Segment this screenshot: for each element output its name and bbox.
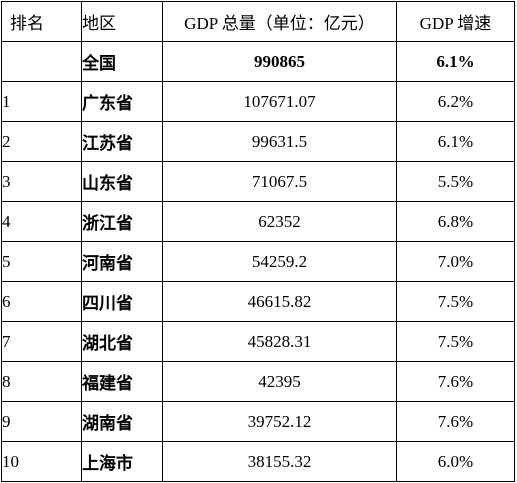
- gdp-cell: 107671.07: [162, 81, 397, 122]
- table-row: 10 上海市 38155.32 6.0%: [1, 441, 515, 482]
- region-cell: 四川省: [81, 281, 163, 322]
- rank-cell: 2: [1, 121, 82, 162]
- growth-cell: 7.6%: [396, 401, 515, 442]
- region-cell: 江苏省: [81, 121, 163, 162]
- growth-cell: 6.1%: [396, 121, 515, 162]
- rank-cell: 3: [1, 161, 82, 202]
- region-cell: 浙江省: [81, 201, 163, 242]
- total-growth-cell: 6.1%: [396, 41, 515, 82]
- total-region-cell: 全国: [81, 41, 163, 82]
- region-cell: 广东省: [81, 81, 163, 122]
- table-row: 9 湖南省 39752.12 7.6%: [1, 401, 515, 442]
- growth-cell: 7.5%: [396, 281, 515, 322]
- growth-cell: 6.0%: [396, 441, 515, 482]
- rank-cell: 10: [1, 441, 82, 482]
- total-gdp-cell: 990865: [162, 41, 397, 82]
- growth-cell: 6.8%: [396, 201, 515, 242]
- gdp-cell: 42395: [162, 361, 397, 402]
- rank-cell: 9: [1, 401, 82, 442]
- rank-cell: 7: [1, 321, 82, 362]
- gdp-cell: 45828.31: [162, 321, 397, 362]
- table-header-row: 排名 地区 GDP 总量（单位：亿元） GDP 增速: [1, 1, 515, 42]
- header-gdp-total: GDP 总量（单位：亿元）: [162, 1, 397, 42]
- growth-cell: 6.2%: [396, 81, 515, 122]
- gdp-cell: 38155.32: [162, 441, 397, 482]
- header-region: 地区: [81, 1, 163, 42]
- region-cell: 湖北省: [81, 321, 163, 362]
- table-row: 7 湖北省 45828.31 7.5%: [1, 321, 515, 362]
- gdp-cell: 62352: [162, 201, 397, 242]
- header-rank: 排名: [1, 1, 82, 42]
- gdp-cell: 99631.5: [162, 121, 397, 162]
- rank-cell: 5: [1, 241, 82, 282]
- table-row: 2 江苏省 99631.5 6.1%: [1, 121, 515, 162]
- growth-cell: 7.6%: [396, 361, 515, 402]
- gdp-cell: 39752.12: [162, 401, 397, 442]
- national-total-row: 全国 990865 6.1%: [1, 41, 515, 82]
- rank-cell: 1: [1, 81, 82, 122]
- growth-cell: 7.0%: [396, 241, 515, 282]
- table-row: 5 河南省 54259.2 7.0%: [1, 241, 515, 282]
- region-cell: 上海市: [81, 441, 163, 482]
- gdp-cell: 46615.82: [162, 281, 397, 322]
- total-rank-cell: [1, 41, 82, 82]
- header-gdp-growth: GDP 增速: [396, 1, 515, 42]
- rank-cell: 8: [1, 361, 82, 402]
- growth-cell: 5.5%: [396, 161, 515, 202]
- rank-cell: 4: [1, 201, 82, 242]
- region-cell: 山东省: [81, 161, 163, 202]
- table-row: 6 四川省 46615.82 7.5%: [1, 281, 515, 322]
- region-cell: 福建省: [81, 361, 163, 402]
- rank-cell: 6: [1, 281, 82, 322]
- gdp-cell: 54259.2: [162, 241, 397, 282]
- table-row: 3 山东省 71067.5 5.5%: [1, 161, 515, 202]
- table-row: 8 福建省 42395 7.6%: [1, 361, 515, 402]
- region-cell: 湖南省: [81, 401, 163, 442]
- table-row: 4 浙江省 62352 6.8%: [1, 201, 515, 242]
- gdp-cell: 71067.5: [162, 161, 397, 202]
- growth-cell: 7.5%: [396, 321, 515, 362]
- table-row: 1 广东省 107671.07 6.2%: [1, 81, 515, 122]
- region-cell: 河南省: [81, 241, 163, 282]
